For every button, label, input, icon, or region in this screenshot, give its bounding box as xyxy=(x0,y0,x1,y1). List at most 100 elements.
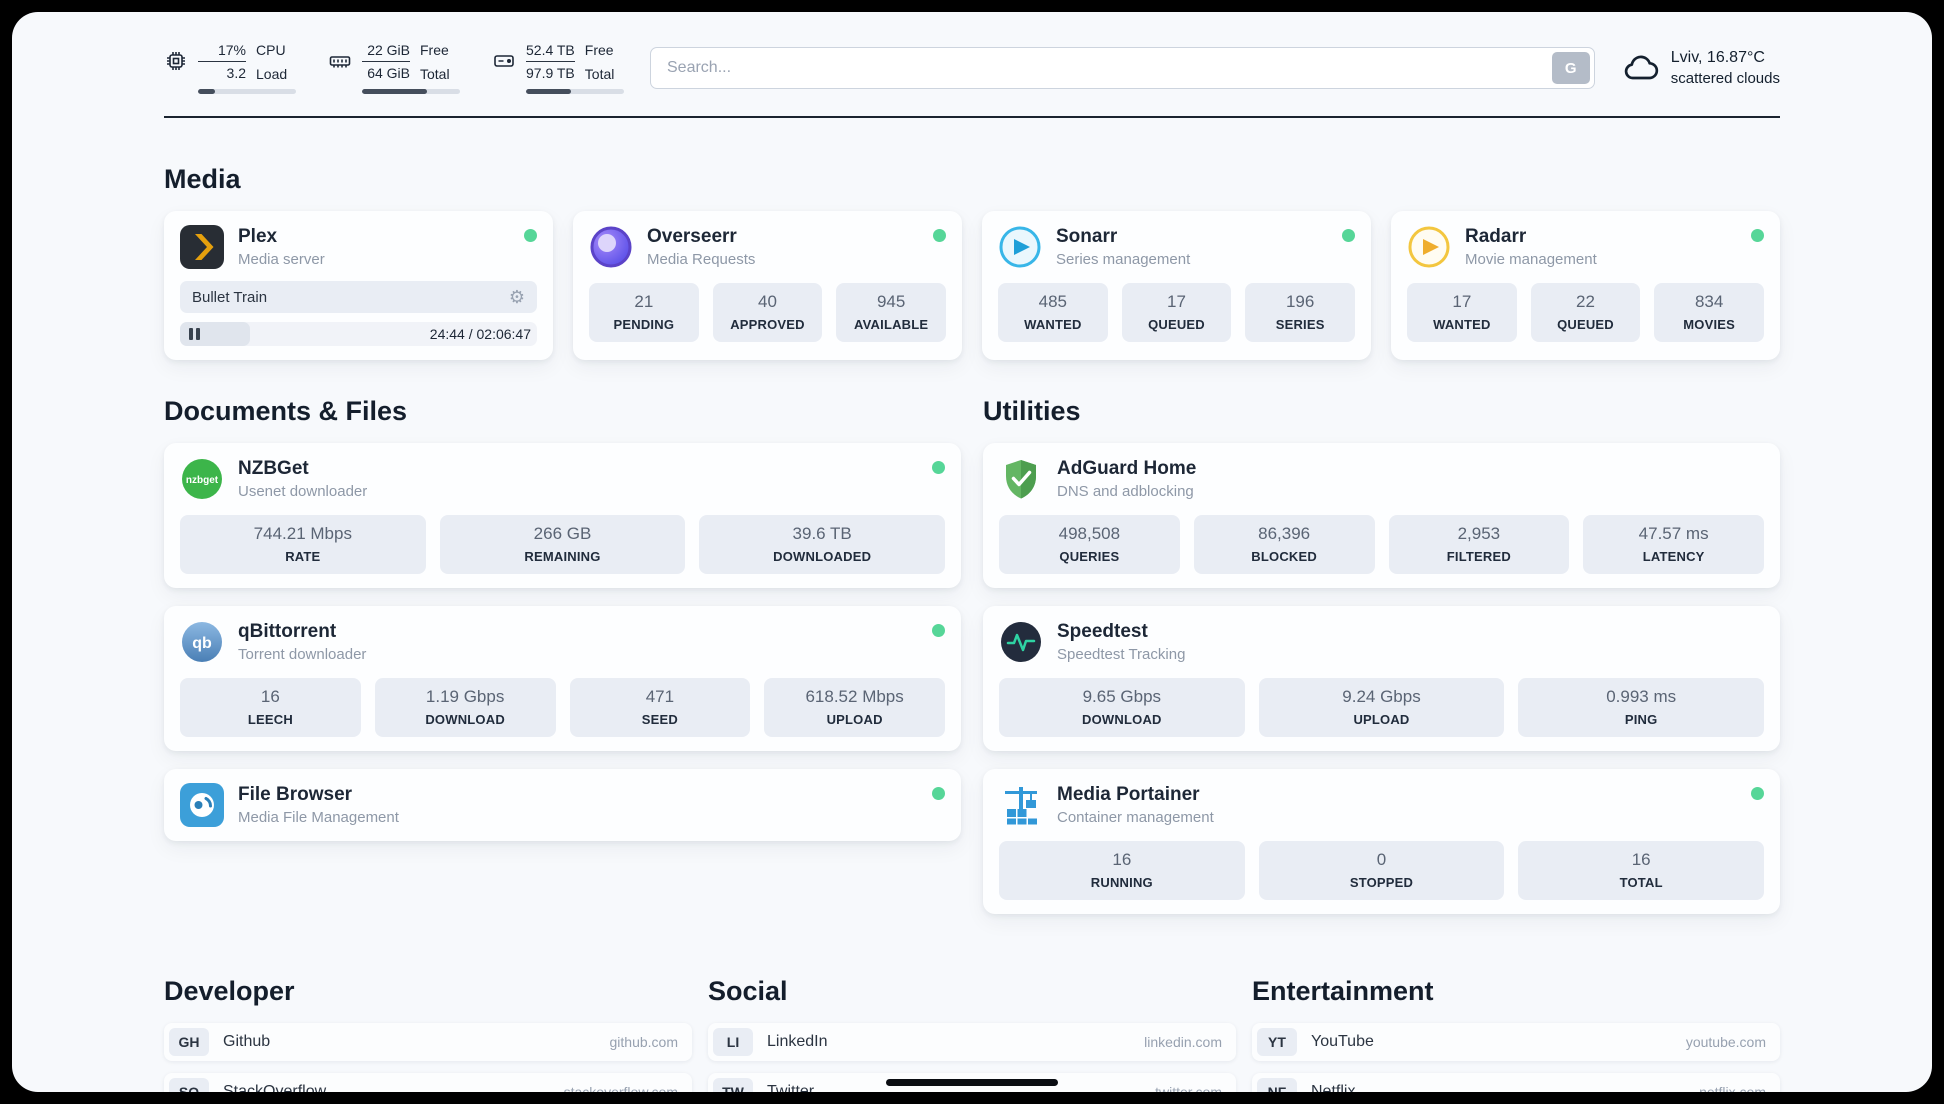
bookmark-name: LinkedIn xyxy=(767,1033,828,1050)
stat-tile: 498,508 QUERIES xyxy=(999,515,1180,574)
adguard-card[interactable]: AdGuard Home DNS and adblocking 498,508 … xyxy=(983,443,1780,588)
app-name: Overseerr xyxy=(647,226,737,247)
stat-value: 1.19 Gbps xyxy=(425,687,505,706)
stat-label: APPROVED xyxy=(730,317,805,332)
settings-gear-icon[interactable]: ⚙ xyxy=(508,287,525,307)
stat-value: 39.6 TB xyxy=(792,524,852,543)
bookmark-name: StackOverflow xyxy=(223,1083,327,1092)
stat-tile: 17 QUEUED xyxy=(1121,283,1232,342)
stat-label: DOWNLOADED xyxy=(773,549,872,564)
stat-label: LATENCY xyxy=(1642,549,1705,564)
search-bar: G xyxy=(650,47,1595,89)
stat-value: 471 xyxy=(645,687,675,706)
cpu-chip-icon xyxy=(164,49,188,73)
stat-label: UPLOAD xyxy=(826,712,883,727)
bookmark-stackoverflow[interactable]: SO StackOverflow stackoverflow.com xyxy=(164,1073,692,1092)
stat-label: WANTED xyxy=(1024,317,1082,332)
stat-tile: 485 WANTED xyxy=(998,283,1108,342)
stat-label: REMAINING xyxy=(524,549,601,564)
sonarr-card[interactable]: Sonarr Series management 485 WANTED 17 Q… xyxy=(982,211,1371,360)
bookmark-linkedin[interactable]: LI LinkedIn linkedin.com xyxy=(708,1023,1236,1061)
cloud-icon xyxy=(1621,48,1661,88)
overseerr-card[interactable]: Overseerr Media Requests 21 PENDING 40 A… xyxy=(573,211,962,360)
app-description: DNS and adblocking xyxy=(1057,483,1194,500)
bookmark-github[interactable]: GH Github github.com xyxy=(164,1023,692,1061)
qbittorrent-card[interactable]: qb qBittorrent Torrent downloader 16 xyxy=(164,606,961,751)
search-input[interactable] xyxy=(650,47,1595,89)
overseerr-icon xyxy=(589,225,633,269)
bookmark-url: stackoverflow.com xyxy=(563,1084,678,1092)
stat-value: 834 xyxy=(1694,292,1724,311)
netflix-icon: NF xyxy=(1257,1078,1297,1092)
stat-tile: 39.6 TB DOWNLOADED xyxy=(699,515,945,574)
twitter-icon: TW xyxy=(713,1078,753,1092)
nzbget-card[interactable]: nzbget NZBGet Usenet downloader 744.21 M… xyxy=(164,443,961,588)
app-description: Speedtest Tracking xyxy=(1057,646,1186,663)
pause-button[interactable] xyxy=(189,328,200,340)
stat-value: 9.24 Gbps xyxy=(1342,687,1421,706)
stat-tile: 16 TOTAL xyxy=(1518,841,1764,900)
stat-value: 498,508 xyxy=(1058,524,1121,543)
stat-label: MOVIES xyxy=(1683,317,1736,332)
status-dot xyxy=(932,787,945,800)
section-title-documents: Documents & Files xyxy=(164,396,408,426)
app-name: Radarr xyxy=(1465,226,1527,247)
stat-value: 47.57 ms xyxy=(1638,524,1709,543)
topbar-divider xyxy=(164,116,1780,118)
svg-text:nzbget: nzbget xyxy=(186,475,219,486)
stat-value: 86,396 xyxy=(1258,524,1311,543)
app-name: Plex xyxy=(238,226,278,247)
cpu-values: 17% 3.2 xyxy=(198,42,246,81)
section-title-media: Media xyxy=(164,164,241,194)
stat-value: 0 xyxy=(1376,850,1387,869)
stat-value: 485 xyxy=(1038,292,1068,311)
disk-values: 52.4 TB 97.9 TB xyxy=(526,42,575,81)
radarr-card[interactable]: Radarr Movie management 17 WANTED 22 QUE… xyxy=(1391,211,1780,360)
section-title-social: Social xyxy=(708,976,788,1006)
youtube-icon: YT xyxy=(1257,1028,1297,1056)
stat-tile: 9.24 Gbps UPLOAD xyxy=(1258,678,1505,737)
disk-stat: 52.4 TB 97.9 TB Free Total xyxy=(492,42,624,94)
dashboard-page: 17% 3.2 CPU Load xyxy=(12,12,1932,1092)
filebrowser-card[interactable]: File Browser Media File Management xyxy=(164,769,961,841)
weather-condition: scattered clouds xyxy=(1670,70,1780,87)
cpu-stat: 17% 3.2 CPU Load xyxy=(164,42,296,94)
app-description: Movie management xyxy=(1465,251,1597,268)
stat-label: QUEUED xyxy=(1148,317,1205,332)
stat-label: WANTED xyxy=(1433,317,1491,332)
svg-text:qb: qb xyxy=(192,635,212,652)
nzbget-icon: nzbget xyxy=(180,457,224,501)
utilities-column: Utilities AdGuard Home DNS and adblockin… xyxy=(983,396,1780,914)
app-description: Media File Management xyxy=(238,809,399,826)
media-grid: Plex Media server Bullet Train ⚙ 24:44 /… xyxy=(164,211,1780,360)
search-engine-button[interactable]: G xyxy=(1551,52,1590,84)
section-title-utilities: Utilities xyxy=(983,396,1081,426)
stat-tile: 21 PENDING xyxy=(589,283,699,342)
stat-label: LEECH xyxy=(247,712,293,727)
stat-tile: 86,396 BLOCKED xyxy=(1193,515,1375,574)
cpu-load-value: 3.2 xyxy=(226,65,246,81)
weather-widget: Lviv, 16.87°C scattered clouds xyxy=(1621,48,1780,88)
bookmark-url: youtube.com xyxy=(1685,1034,1766,1050)
bookmark-url: netflix.com xyxy=(1699,1084,1766,1092)
stat-label: SEED xyxy=(641,712,678,727)
bookmark-youtube[interactable]: YT YouTube youtube.com xyxy=(1252,1023,1780,1061)
stat-tile: 1.19 Gbps DOWNLOAD xyxy=(374,678,556,737)
portainer-card[interactable]: Media Portainer Container management 16 … xyxy=(983,769,1780,914)
status-dot xyxy=(524,229,537,242)
plex-card[interactable]: Plex Media server Bullet Train ⚙ 24:44 /… xyxy=(164,211,553,360)
stackoverflow-icon: SO xyxy=(169,1078,209,1092)
adguard-shield-icon xyxy=(999,457,1043,501)
plex-icon xyxy=(180,225,224,269)
bookmark-netflix[interactable]: NF Netflix netflix.com xyxy=(1252,1073,1780,1092)
app-name: Speedtest xyxy=(1057,621,1148,642)
stat-tile: 618.52 Mbps UPLOAD xyxy=(764,678,945,737)
stat-tile: 471 SEED xyxy=(569,678,751,737)
sonarr-icon xyxy=(998,225,1042,269)
stat-label: SERIES xyxy=(1275,317,1325,332)
stat-label: TOTAL xyxy=(1619,875,1663,890)
stat-label: FILTERED xyxy=(1446,549,1511,564)
ram-values: 22 GiB 64 GiB xyxy=(362,42,410,81)
disk-icon xyxy=(492,49,516,73)
speedtest-card[interactable]: Speedtest Speedtest Tracking 9.65 Gbps D… xyxy=(983,606,1780,751)
